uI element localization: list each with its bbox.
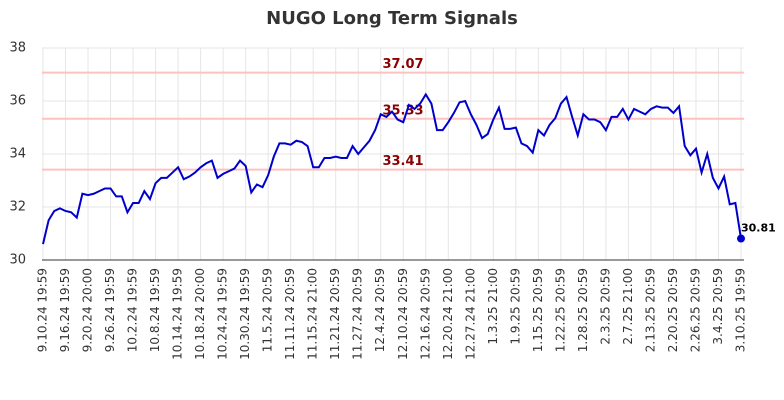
x-tick-label: 1.22.25 20:59 bbox=[553, 268, 567, 352]
x-tick-label: 1.15.25 20:59 bbox=[531, 268, 545, 352]
x-tick-label: 11.5.24 20:59 bbox=[261, 268, 275, 352]
x-tick-label: 12.10.24 20:59 bbox=[396, 268, 410, 360]
x-tick-label: 10.18.24 20:00 bbox=[193, 268, 207, 360]
y-tick-label: 30 bbox=[9, 253, 26, 268]
x-tick-label: 12.20.24 21:00 bbox=[441, 268, 455, 360]
signal-label: 33.41 bbox=[382, 154, 423, 169]
x-tick-label: 9.20.24 20:00 bbox=[81, 268, 95, 352]
x-tick-label: 2.26.25 20:59 bbox=[688, 268, 702, 352]
x-tick-label: 2.3.25 20:59 bbox=[598, 268, 612, 345]
x-tick-label: 10.8.24 19:59 bbox=[148, 268, 162, 352]
x-tick-label: 1.3.25 21:00 bbox=[486, 268, 500, 345]
x-tick-label: 2.7.25 21:00 bbox=[621, 268, 635, 345]
x-tick-label: 2.20.25 20:59 bbox=[666, 268, 680, 352]
x-tick-label: 10.24.24 19:59 bbox=[216, 268, 230, 360]
x-tick-label: 12.4.24 20:59 bbox=[373, 268, 387, 352]
x-tick-label: 3.10.25 19:59 bbox=[734, 268, 748, 352]
y-tick-label: 38 bbox=[9, 41, 26, 56]
y-tick-label: 34 bbox=[9, 147, 26, 162]
x-tick-label: 9.16.24 19:59 bbox=[58, 268, 72, 352]
x-tick-label: 11.21.24 20:59 bbox=[328, 268, 342, 360]
x-tick-label: 11.11.24 20:59 bbox=[283, 268, 297, 360]
chart-title: NUGO Long Term Signals bbox=[266, 8, 518, 29]
x-tick-label: 2.13.25 20:59 bbox=[643, 268, 657, 352]
x-tick-label: 12.16.24 20:59 bbox=[418, 268, 432, 360]
x-tick-label: 10.2.24 19:59 bbox=[126, 268, 140, 352]
x-tick-label: 11.15.24 21:00 bbox=[306, 268, 320, 360]
x-tick-label: 11.27.24 20:59 bbox=[351, 268, 365, 360]
x-tick-label: 12.27.24 21:00 bbox=[463, 268, 477, 360]
x-tick-label: 9.26.24 19:59 bbox=[103, 268, 117, 352]
x-tick-label: 10.30.24 19:59 bbox=[238, 268, 252, 360]
x-tick-label: 9.10.24 19:59 bbox=[36, 268, 50, 352]
signal-label: 37.07 bbox=[382, 57, 423, 72]
y-tick-label: 36 bbox=[9, 94, 26, 109]
last-value-label: 30.81 bbox=[741, 222, 776, 235]
y-tick-label: 32 bbox=[9, 200, 26, 215]
x-tick-label: 3.4.25 20:59 bbox=[711, 268, 725, 345]
x-tick-label: 1.28.25 20:59 bbox=[576, 268, 590, 352]
price-line bbox=[42, 92, 742, 245]
x-tick-label: 1.9.25 20:59 bbox=[508, 268, 522, 345]
x-tick-label: 10.14.24 19:59 bbox=[171, 268, 185, 360]
last-point bbox=[737, 234, 745, 243]
